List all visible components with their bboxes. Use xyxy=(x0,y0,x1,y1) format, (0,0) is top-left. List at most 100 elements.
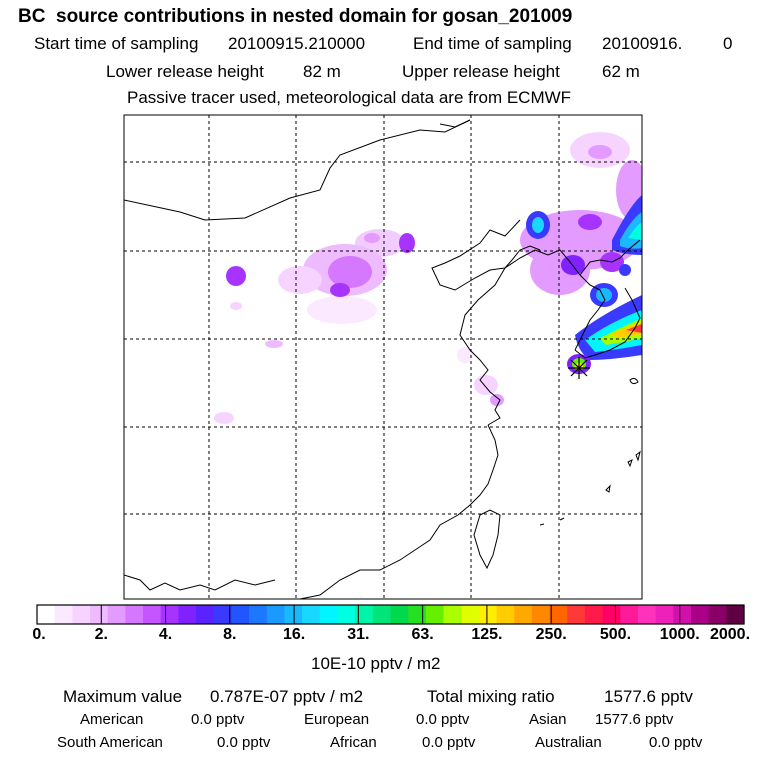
region-value-asian: 1577.6 pptv xyxy=(595,711,674,728)
plume-blob xyxy=(330,283,350,297)
plume-blob xyxy=(399,233,415,253)
colorbar-cell xyxy=(496,605,515,624)
colorbar-cell xyxy=(231,605,250,624)
colorbar-cell xyxy=(302,605,321,624)
colorbar-cell xyxy=(408,605,427,624)
colorbar-tick-label: 250. xyxy=(535,626,567,643)
colorbar-tick-label: 16. xyxy=(282,626,306,643)
region-name-south-american: South American xyxy=(57,734,163,751)
island xyxy=(635,450,641,462)
plume-blob xyxy=(578,214,602,230)
max-value: 0.787E-07 pptv / m2 xyxy=(210,687,364,706)
region-name-european: European xyxy=(304,711,370,728)
colorbar-cell xyxy=(355,605,374,624)
lower-height-label: Lower release height xyxy=(106,62,264,81)
map-frame xyxy=(123,114,643,600)
colorbar-cell xyxy=(602,605,621,624)
colorbar-cell xyxy=(372,605,392,624)
island xyxy=(629,377,639,385)
colorbar-tick-label: 500. xyxy=(599,626,632,643)
total-mixing-label: Total mixing ratio xyxy=(427,687,555,706)
plume-blob xyxy=(561,255,585,275)
plume-blob xyxy=(619,264,631,276)
border-line xyxy=(124,574,276,591)
colorbar-cell xyxy=(319,605,339,624)
plume-blob xyxy=(364,233,380,243)
plume-blob xyxy=(226,266,246,286)
coastline xyxy=(299,424,499,599)
region-value-american: 0.0 pptv xyxy=(191,711,245,728)
colorbar-cell xyxy=(107,605,126,624)
region-name-australian: Australian xyxy=(535,734,602,751)
colorbar-tick-label: 63. xyxy=(411,626,434,643)
island xyxy=(627,459,633,468)
region-value-european: 0.0 pptv xyxy=(416,711,470,728)
plume-blob xyxy=(307,296,377,324)
colorbar-cell xyxy=(514,605,533,624)
upper-height-value: 62 m xyxy=(602,62,640,81)
map-background xyxy=(124,115,642,599)
plume-blob xyxy=(585,310,642,352)
start-time-label: Start time of sampling xyxy=(34,34,199,53)
plume-blob xyxy=(490,394,504,406)
plume-blob xyxy=(628,222,642,240)
region-value-south-american: 0.0 pptv xyxy=(217,734,271,751)
colorbar-cell xyxy=(690,605,710,624)
colorbar-cell xyxy=(266,605,286,624)
colorbar-cell xyxy=(443,605,462,624)
colorbar-cell xyxy=(178,605,197,624)
total-mixing-value: 1577.6 pptv xyxy=(604,687,693,706)
colorbar-cell xyxy=(726,605,745,624)
colorbar-tick-label: 4. xyxy=(158,626,173,643)
coastline-layer xyxy=(124,119,641,599)
colorbar-cell xyxy=(213,605,233,624)
region-name-african: African xyxy=(330,734,377,751)
island xyxy=(539,523,545,526)
colorbar-cell xyxy=(160,605,179,624)
star-icon xyxy=(568,357,590,379)
max-value-label: Maximum value xyxy=(63,687,183,706)
coastline xyxy=(574,287,641,359)
colorbar-cell xyxy=(125,605,144,624)
colorbar-cell xyxy=(567,605,586,624)
plume-blob xyxy=(265,340,283,348)
colorbar-cell xyxy=(37,605,56,624)
colorbar-cell xyxy=(673,605,692,624)
colorbar-cell xyxy=(143,605,162,624)
colorbar-cell xyxy=(337,605,356,624)
start-time-value: 20100915.210000 xyxy=(228,34,366,53)
colorbar-cell xyxy=(655,605,674,624)
colorbar-frame xyxy=(36,604,745,625)
colorbar-cell xyxy=(531,605,551,624)
region-value-australian: 0.0 pptv xyxy=(649,734,703,751)
colorbar-cell xyxy=(708,605,727,624)
island xyxy=(559,517,565,521)
colorbar-tick-label: 31. xyxy=(347,626,370,643)
colorbar-cell xyxy=(584,605,604,624)
plume-layer xyxy=(214,132,642,424)
end-time-label: End time of sampling xyxy=(413,34,572,53)
colorbar-cell xyxy=(461,605,480,624)
end-time-value: 20100916. xyxy=(602,34,683,53)
colorbar-cell xyxy=(637,605,657,624)
coastline xyxy=(431,219,521,291)
plume-blob xyxy=(278,266,322,294)
border-line xyxy=(124,119,471,221)
colorbar-tick-label: 2. xyxy=(94,626,108,643)
colorbar-cell xyxy=(549,605,568,624)
colorbar-cell xyxy=(54,605,73,624)
plume-blob xyxy=(588,145,612,159)
colorbar-cell xyxy=(425,605,445,624)
colorbar-units: 10E-10 pptv / m2 xyxy=(311,654,441,673)
colorbar-cell xyxy=(196,605,215,624)
plume-blob xyxy=(230,302,242,310)
colorbar-cell xyxy=(620,605,639,624)
colorbar-cell xyxy=(72,605,91,624)
coastline xyxy=(504,245,541,269)
taiwan-coastline xyxy=(473,509,501,570)
end-time-suffix: 0 xyxy=(723,34,733,53)
colorbar-tick-label: 0. xyxy=(32,626,46,643)
colorbar-cell xyxy=(390,605,409,624)
plume-blob xyxy=(457,347,473,363)
